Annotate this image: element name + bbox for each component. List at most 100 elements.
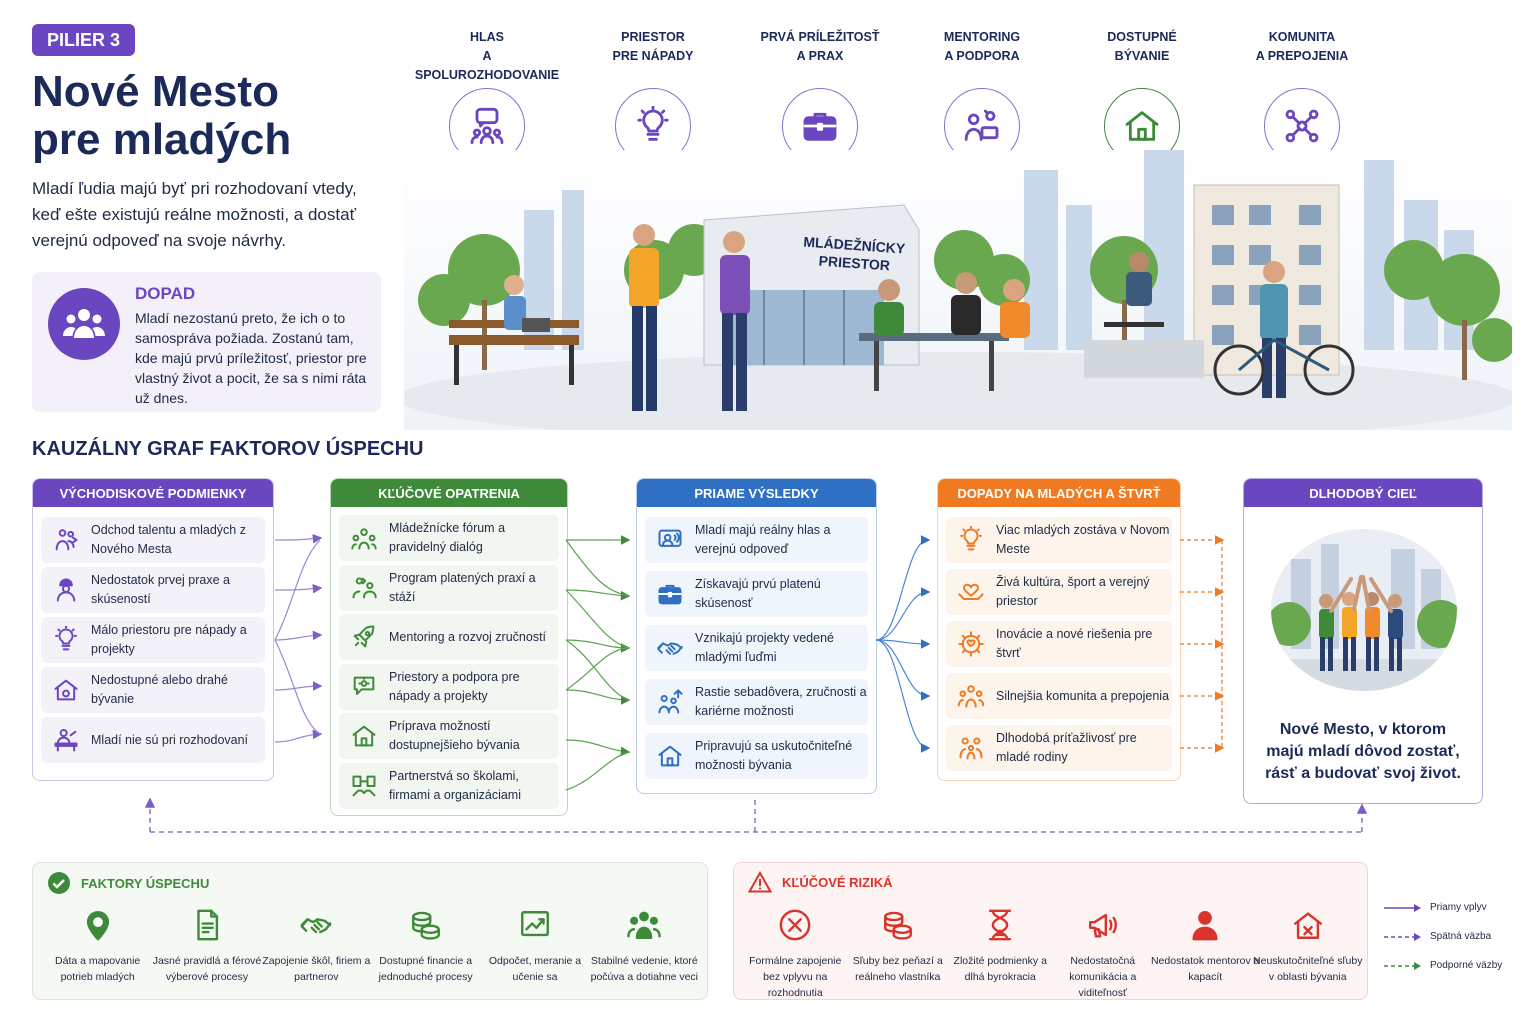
- node-icon-wrap: [645, 634, 695, 662]
- graph-node: Dlhodobá príťažlivosť pre mladé rodiny: [946, 725, 1172, 771]
- graph-node: Silnejšia komunita a prepojenia: [946, 673, 1172, 719]
- node-label: Program platených praxí a stáží: [389, 570, 536, 604]
- graph-node: Nedostupné alebo drahé bývanie: [41, 667, 265, 713]
- arrow-dashed-green-icon: [1384, 961, 1421, 970]
- node-label: Priestory a podpora pre nápady a projekt…: [389, 669, 520, 703]
- factor-icon-wrap: [588, 903, 700, 947]
- chat-people-icon: [470, 107, 504, 145]
- factor-icon-wrap: [151, 903, 263, 947]
- node-icon-wrap: [645, 742, 695, 770]
- page-title: Nové Mesto pre mladých: [32, 68, 392, 164]
- factor-item: Jasné pravidlá a férové výberové procesy: [151, 903, 263, 985]
- factor-item: Nedostatok mentorov a kapacít: [1149, 903, 1261, 985]
- lead-text: Mladí ľudia majú byť pri rozhodovaní vte…: [32, 179, 357, 250]
- node-label: Mentoring a rozvoj zručností: [389, 629, 547, 644]
- partnership-icon: [352, 775, 376, 796]
- pillar-label: MENTORING A PODPORA: [943, 30, 1021, 63]
- check-circle-icon: [48, 872, 70, 894]
- internship-icon: [352, 576, 377, 598]
- factor-label: Dostupné financie a jednoduché procesy: [378, 955, 473, 983]
- title-line-2: pre mladých: [32, 115, 292, 164]
- graph-node: Inovácie a nové riešenia pre štvrť: [946, 621, 1172, 667]
- growth-people-icon: [658, 689, 683, 714]
- node-label: Vznikajú projekty vedené mladými ľuďmi: [695, 631, 834, 664]
- impact-text: Mladí nezostanú preto, že ich o to samos…: [135, 310, 367, 406]
- graph-node: Mladí nie sú pri rozhodovaní: [41, 717, 265, 763]
- lightbulb-icon: [637, 106, 669, 141]
- handshake-icon: [657, 642, 683, 655]
- factor-label: Stabilné vedenie, ktoré počúva a dotiahn…: [590, 955, 699, 983]
- legend-feedback: Spätná väzba: [1384, 931, 1491, 942]
- legend-feedback-label: Spätná väzba: [1430, 931, 1492, 942]
- node-icon-wrap: [946, 630, 996, 658]
- graph-node: Mladí majú reálny hlas a verejnú odpoveď: [645, 517, 868, 563]
- node-icon-wrap: [946, 526, 996, 554]
- factor-icon-wrap: [260, 903, 372, 947]
- coins-icon: [883, 911, 912, 940]
- node-icon-wrap: [41, 726, 91, 754]
- direct-results-header: Priame výsledky: [637, 479, 876, 507]
- factor-label: Formálne zapojenie bez vplyvu na rozhodn…: [749, 955, 842, 999]
- community-icon: [957, 685, 985, 708]
- success-header: FAKTORY ÚSPECHU: [47, 871, 209, 895]
- node-label: Dlhodobá príťažlivosť pre mladé rodiny: [996, 731, 1137, 764]
- goal-text: Nové Mesto, v ktorom majú mladí dôvod zo…: [1244, 719, 1482, 785]
- factor-icon-wrap: [1149, 903, 1261, 947]
- warning-icon: [748, 871, 772, 893]
- voice-icon: [658, 529, 682, 547]
- network-icon: [1285, 109, 1319, 143]
- location-pin-icon: [86, 911, 109, 941]
- goal-text-line-2: majú mladí dôvod zostať,: [1266, 743, 1460, 760]
- house-icon: [1125, 111, 1159, 141]
- pillar-label: PRIESTOR PRE NÁPADY: [612, 30, 694, 63]
- goal-column: DLHODOBÝ CIEĽ Nové Mesto, v ktorom majú …: [1243, 478, 1483, 804]
- factor-icon-wrap: [370, 903, 482, 947]
- baseline-column: Východiskové podmienky Odchod talentu a m…: [32, 478, 274, 781]
- impact-title: DOPAD: [135, 284, 196, 303]
- goal-text-line-1: Nové Mesto, v ktorom: [1279, 721, 1447, 738]
- legend-direct-label: Priamy vplyv: [1430, 902, 1487, 913]
- hourglass-icon: [989, 909, 1012, 941]
- building-sign-line-2: PRIESTOR: [818, 253, 890, 274]
- node-icon-wrap: [339, 722, 389, 750]
- graph-node: Odchod talentu a mladých z Nového Mesta: [41, 517, 265, 563]
- celebration-illustration: [1271, 529, 1457, 691]
- idea-chat-icon: [353, 676, 375, 695]
- node-icon-wrap: [339, 524, 389, 552]
- node-icon-wrap: [339, 574, 389, 602]
- node-icon-wrap: [339, 623, 389, 651]
- factor-label: Dáta a mapovanie potrieb mladých: [55, 955, 141, 983]
- graph-node: Viac mladých zostáva v Novom Meste: [946, 517, 1172, 563]
- mentor-icon: [964, 109, 999, 141]
- node-label: Nedostatok prvej praxe a skúseností: [91, 573, 230, 606]
- node-label: Mladí nie sú pri rozhodovaní: [91, 732, 249, 747]
- factor-label: Zapojenie škôl, firiem a partnerov: [262, 955, 371, 983]
- node-label: Mládežnícke fórum a pravidelný dialóg: [389, 521, 506, 554]
- key-measures-header: Kľúčové opatrenia: [331, 479, 567, 507]
- graph-node: Mentoring a rozvoj zručností: [339, 614, 559, 660]
- node-label: Inovácie a nové riešenia pre štvrť: [996, 627, 1153, 660]
- node-label: Získavajú prvú platenú skúsenosť: [695, 577, 821, 610]
- graph-node: Pripravujú sa uskutočniteľné možnosti bý…: [645, 733, 868, 779]
- factor-icon-wrap: [1047, 903, 1159, 947]
- factor-label: Odpočet, meranie a učenie sa: [488, 955, 582, 983]
- lightbulb-icon: [960, 526, 982, 551]
- house-icon: [658, 745, 682, 767]
- node-icon-wrap: [645, 580, 695, 608]
- pillar-label: PRVÁ PRÍLEŽITOSŤ A PRAX: [760, 30, 880, 63]
- node-icon-wrap: [339, 772, 389, 800]
- rocket-icon: [353, 625, 375, 648]
- factor-item: Dostupné financie a jednoduché procesy: [370, 903, 482, 985]
- node-icon-wrap: [946, 682, 996, 710]
- title-line-1: Nové Mesto: [32, 67, 279, 116]
- node-label: Príprava možností dostupnejšieho bývania: [389, 719, 520, 752]
- factor-label: Zložité podmienky a dlhá byrokracia: [953, 955, 1047, 983]
- factor-item: Dáta a mapovanie potrieb mladých: [42, 903, 154, 985]
- briefcase-icon: [658, 584, 682, 605]
- factor-item: Sľuby bez peňazí a reálneho vlastníka: [842, 903, 954, 985]
- legend-support: Podporné väzby: [1384, 960, 1502, 971]
- document-icon: [197, 909, 219, 941]
- legend-support-label: Podporné väzby: [1430, 960, 1503, 971]
- factor-item: Stabilné vedenie, ktoré počúva a dotiahn…: [588, 903, 700, 985]
- graph-node: Priestory a podpora pre nápady a projekt…: [339, 663, 559, 710]
